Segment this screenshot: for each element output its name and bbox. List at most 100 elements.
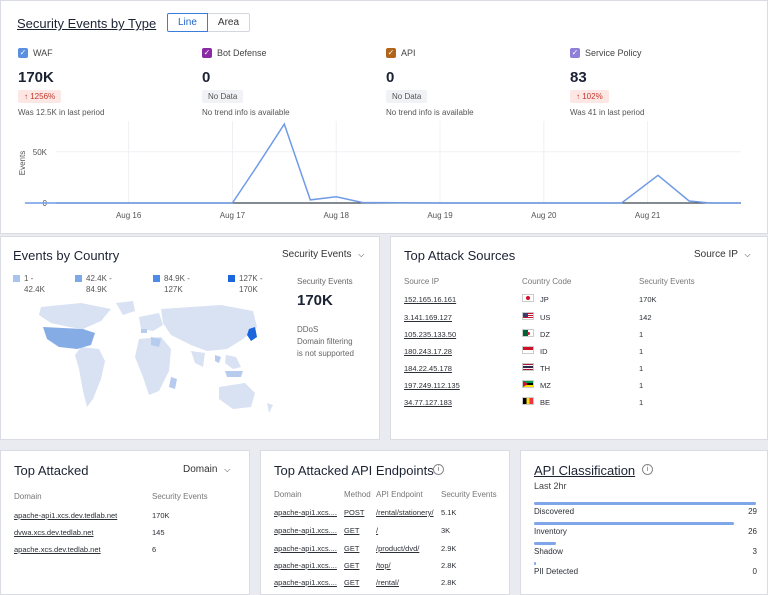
top-attack-sources-panel: Top Attack Sources Source IP ⌵ Source IP…	[390, 236, 768, 440]
y-axis-label: Events	[18, 151, 27, 175]
kpi-label: Service Policy	[585, 47, 642, 58]
domain-link[interactable]: apache-api1.xcs.dev.tedlab.net	[14, 511, 118, 520]
country-code: JP	[540, 295, 549, 304]
panel-title[interactable]: API Classification	[534, 463, 636, 478]
source-ip-link[interactable]: 105.235.133.50	[404, 330, 457, 339]
endpoint-link[interactable]: /rental/	[376, 578, 399, 587]
arrow-up-icon: ↑	[24, 92, 31, 101]
security-events-by-type-panel: Security Events by Type Line Area ✓ WAF 1…	[0, 0, 768, 234]
info-icon[interactable]: i	[433, 464, 444, 475]
legend-swatch	[13, 275, 20, 282]
domain-link[interactable]: apache-api1.xcs....	[274, 544, 337, 553]
domain-link[interactable]: apache.xcs.dev.tedlab.net	[14, 545, 101, 554]
column-header: Security Events	[639, 277, 695, 286]
us-flag-icon	[522, 312, 534, 320]
trend-badge: No Data	[202, 90, 244, 103]
source-ip-link[interactable]: 152.165.16.161	[404, 295, 457, 304]
events-count: 170K	[152, 511, 170, 520]
category-label[interactable]: Shadow	[534, 547, 563, 556]
pii-bar	[534, 562, 536, 565]
method-link[interactable]: GET	[344, 578, 360, 587]
endpoint-link[interactable]: /	[376, 526, 379, 535]
group-by-dropdown[interactable]: Source IP ⌵	[694, 249, 751, 260]
checkbox-icon[interactable]: ✓	[386, 47, 396, 58]
country-code: MZ	[540, 381, 551, 390]
method-link[interactable]: GET	[344, 544, 360, 553]
events-count: 170K	[639, 295, 657, 304]
kpi-subtext: No trend info is available	[386, 108, 474, 117]
dz-flag-icon	[522, 329, 534, 337]
method-link[interactable]: POST	[344, 508, 365, 517]
panel-title: Top Attack Sources	[404, 248, 516, 263]
toggle-line-button[interactable]: Line	[167, 13, 208, 32]
checkbox-icon[interactable]: ✓	[570, 47, 580, 58]
column-header: Method	[344, 490, 371, 499]
events-count: 2.8K	[441, 561, 457, 570]
panel-title: Events by Country	[13, 248, 120, 263]
legend-item: 127K -170K	[228, 273, 263, 295]
domain-link[interactable]: dvwa.xcs.dev.tedlab.net	[14, 528, 94, 537]
trend-badge: ↑ 102%	[570, 90, 609, 103]
ddos-note: is not supported	[297, 349, 354, 358]
source-ip-link[interactable]: 184.22.45.178	[404, 364, 452, 373]
kpi-waf: ✓ WAF 170K ↑ 1256% Was 12.5K in last peri…	[18, 44, 198, 117]
checkbox-icon[interactable]: ✓	[202, 47, 212, 58]
source-ip-link[interactable]: 34.77.127.183	[404, 398, 452, 407]
source-ip-link[interactable]: 180.243.17.28	[404, 347, 452, 356]
group-by-dropdown[interactable]: Domain ⌵	[183, 464, 230, 475]
th-flag-icon	[522, 363, 534, 371]
panel-title: Top Attacked API Endpoints	[274, 463, 434, 478]
kpi-label: API	[401, 47, 416, 58]
category-label[interactable]: PII Detected	[534, 567, 579, 576]
events-count: 145	[152, 528, 165, 537]
method-link[interactable]: GET	[344, 561, 360, 570]
id-flag-icon	[522, 346, 534, 354]
endpoint-link[interactable]: /product/dvd/	[376, 544, 420, 553]
category-count: 29	[748, 507, 757, 516]
jp-flag-icon	[522, 294, 534, 302]
panel-title[interactable]: Security Events by Type	[17, 16, 157, 31]
x-tick-label: Aug 19	[427, 211, 453, 220]
source-ip-link[interactable]: 197.249.112.135	[404, 381, 460, 390]
arrow-up-icon: ↑	[576, 92, 583, 101]
column-header: Country Code	[522, 277, 572, 286]
endpoint-link[interactable]: /top/	[376, 561, 391, 570]
domain-link[interactable]: apache-api1.xcs....	[274, 526, 337, 535]
metric-dropdown[interactable]: Security Events ⌵	[282, 249, 364, 260]
x-tick-label: Aug 21	[635, 211, 661, 220]
panel-title: Top Attacked	[14, 463, 89, 478]
kpi-value: 170K	[18, 69, 54, 86]
category-count: 26	[748, 527, 757, 536]
x-tick-label: Aug 16	[116, 211, 142, 220]
y-tick-label: 50K	[33, 148, 48, 157]
source-ip-link[interactable]: 3.141.169.127	[404, 313, 452, 322]
ddos-title: DDoS	[297, 325, 319, 334]
endpoint-link[interactable]: /rental/stationery/	[376, 508, 434, 517]
domain-link[interactable]: apache-api1.xcs....	[274, 561, 337, 570]
shadow-bar	[534, 542, 557, 545]
events-count: 1	[639, 364, 644, 373]
be-flag-icon	[522, 397, 534, 405]
period-label: Last 2hr	[534, 481, 567, 491]
x-tick-label: Aug 17	[220, 211, 246, 220]
domain-link[interactable]: apache-api1.xcs....	[274, 578, 337, 587]
country-code: DZ	[540, 330, 550, 339]
domain-link[interactable]: apache-api1.xcs....	[274, 508, 337, 517]
kpi-value: 0	[386, 69, 395, 86]
kpi-bot-defense: ✓ Bot Defense 0 No Data No trend info is …	[202, 44, 382, 117]
legend-item: 42.4K -84.9K	[75, 273, 112, 295]
column-header: Domain	[14, 492, 42, 501]
method-link[interactable]: GET	[344, 526, 360, 535]
mz-flag-icon	[522, 380, 534, 388]
column-header: Security Events	[152, 492, 208, 501]
category-label[interactable]: Inventory	[534, 527, 567, 536]
world-map[interactable]	[21, 299, 281, 429]
country-code: ID	[540, 347, 548, 356]
events-count: 6	[152, 545, 157, 554]
checkbox-icon[interactable]: ✓	[18, 47, 28, 58]
info-icon[interactable]: i	[642, 464, 653, 475]
toggle-area-button[interactable]: Area	[207, 13, 251, 32]
dropdown-label: Security Events	[282, 249, 352, 260]
category-label[interactable]: Discovered	[534, 507, 575, 516]
